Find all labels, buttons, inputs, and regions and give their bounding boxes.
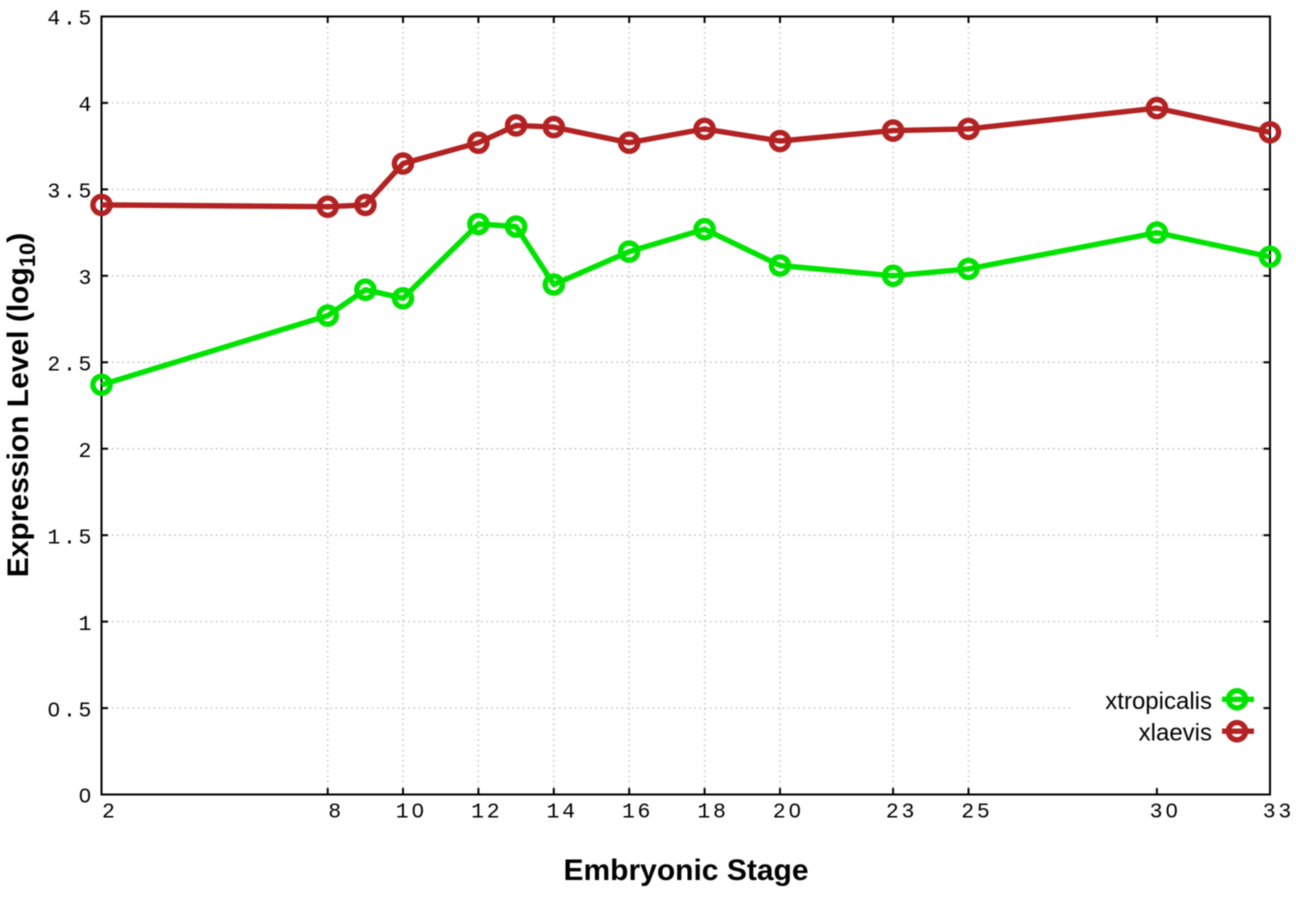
- svg-text:2: 2: [961, 800, 974, 824]
- svg-text:2: 2: [47, 354, 60, 378]
- svg-text:3: 3: [79, 267, 92, 291]
- svg-text:1: 1: [47, 526, 60, 550]
- svg-text:2: 2: [102, 800, 115, 824]
- svg-text:.: .: [63, 181, 76, 205]
- svg-text:4: 4: [47, 8, 60, 32]
- svg-text:8: 8: [328, 800, 341, 824]
- svg-text:.: .: [63, 8, 76, 32]
- svg-text:2: 2: [487, 800, 500, 824]
- svg-text:3: 3: [1263, 800, 1276, 824]
- svg-text:.: .: [63, 354, 76, 378]
- svg-text:5: 5: [79, 354, 92, 378]
- svg-text:4: 4: [79, 94, 92, 118]
- svg-text:Embryonic Stage: Embryonic Stage: [563, 854, 808, 887]
- svg-text:1: 1: [622, 800, 635, 824]
- svg-text:5: 5: [79, 699, 92, 723]
- svg-text:5: 5: [79, 526, 92, 550]
- svg-text:2: 2: [79, 440, 92, 464]
- svg-text:8: 8: [713, 800, 726, 824]
- svg-text:3: 3: [1150, 800, 1163, 824]
- svg-text:2: 2: [773, 800, 786, 824]
- svg-text:5: 5: [79, 181, 92, 205]
- svg-text:1: 1: [79, 613, 92, 637]
- svg-text:2: 2: [886, 800, 899, 824]
- svg-text:.: .: [63, 699, 76, 723]
- svg-text:xlaevis: xlaevis: [1139, 720, 1212, 747]
- svg-text:3: 3: [1278, 800, 1291, 824]
- svg-text:3: 3: [901, 800, 914, 824]
- svg-text:3: 3: [47, 181, 60, 205]
- svg-text:1: 1: [547, 800, 560, 824]
- svg-text:6: 6: [638, 800, 651, 824]
- svg-text:4: 4: [562, 800, 575, 824]
- svg-text:1: 1: [396, 800, 409, 824]
- svg-text:5: 5: [977, 800, 990, 824]
- svg-text:1: 1: [471, 800, 484, 824]
- svg-text:Expression Level (log10): Expression Level (log10): [2, 233, 40, 578]
- svg-text:5: 5: [79, 8, 92, 32]
- svg-text:1: 1: [697, 800, 710, 824]
- svg-text:xtropicalis: xtropicalis: [1105, 688, 1212, 715]
- svg-text:.: .: [63, 526, 76, 550]
